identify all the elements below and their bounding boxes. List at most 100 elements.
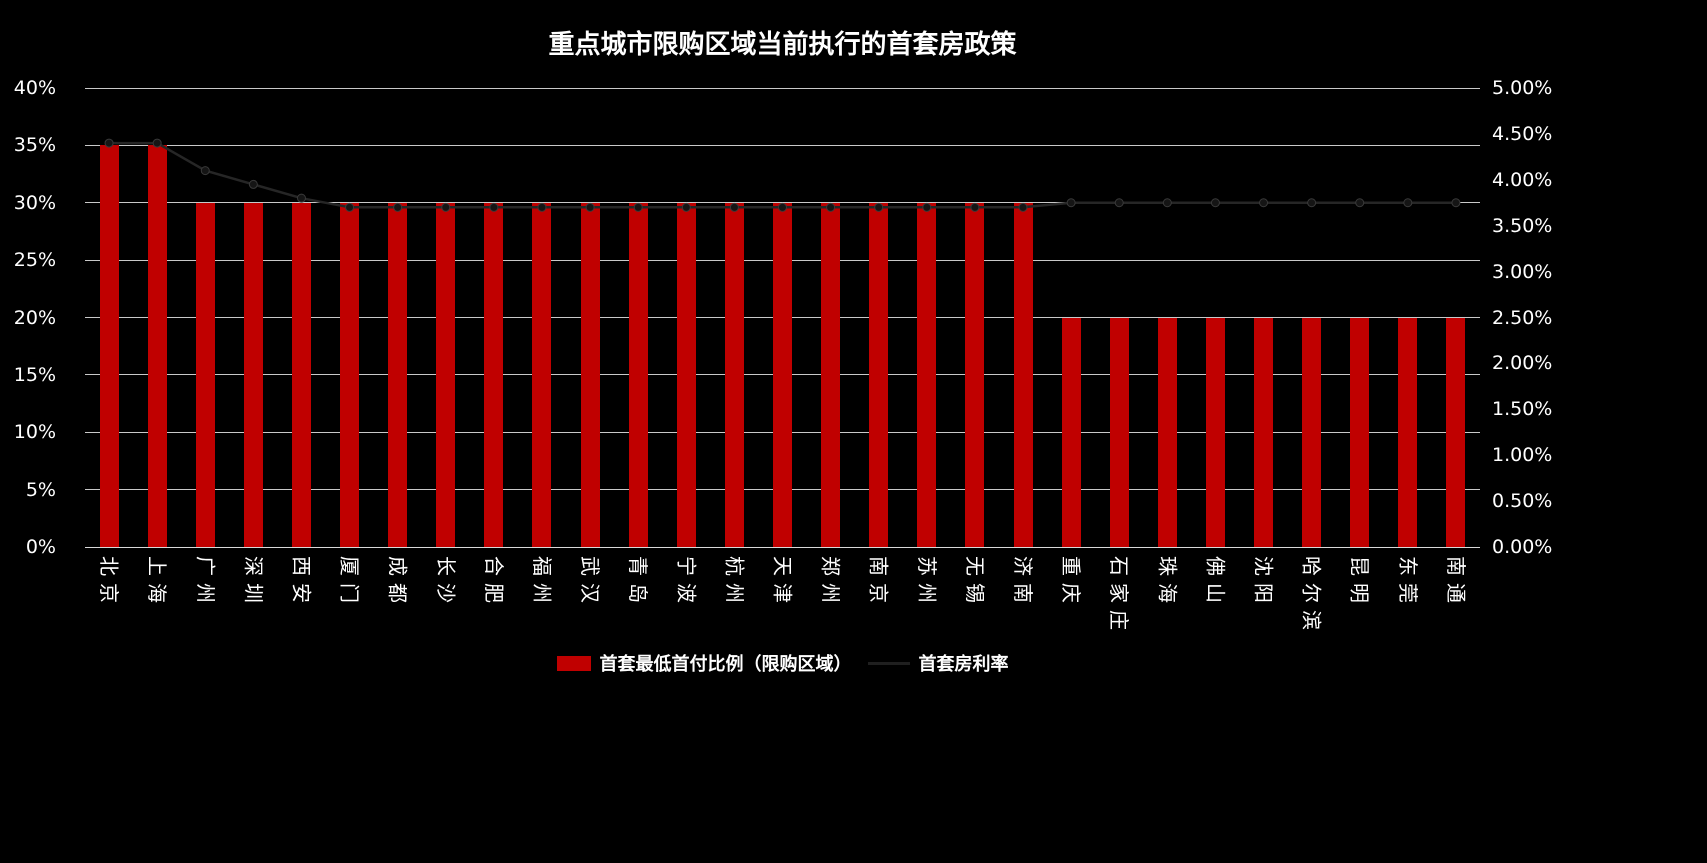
x-axis-label: 哈尔滨 [1299,556,1324,637]
bar [291,202,311,547]
x-axis-label: 郑州 [818,556,843,610]
bar [1350,317,1370,547]
x-axis-label: 昆明 [1347,556,1372,610]
rate-line-marker [1162,198,1172,208]
rate-line-marker [393,202,403,212]
rate-line-series [104,138,1461,212]
y-axis-tick-right: 4.00% [1492,168,1553,191]
x-axis-label: 福州 [529,556,554,610]
x-axis-label: 北京 [97,556,122,610]
rate-line-marker [152,138,162,148]
x-axis-label: 武汉 [578,556,603,610]
bar [1254,317,1274,547]
legend-label-downpayment: 首套最低首付比例（限购区域） [599,654,852,675]
y-axis-tick-right: 5.00% [1492,77,1553,99]
x-axis-label: 重庆 [1059,556,1084,610]
rate-line-marker [1403,198,1413,208]
y-axis-tick-left: 5% [25,478,56,501]
y-axis-tick-right: 0.00% [1492,536,1553,558]
bar [773,202,792,547]
bar [1205,317,1225,547]
bar [1061,317,1081,547]
rate-line-marker [874,202,884,212]
y-axis-tick-left: 15% [13,363,56,386]
y-axis-tick-right: 4.50% [1492,122,1553,145]
bar [724,202,744,547]
x-axis-label: 南京 [866,556,891,610]
bar [340,202,360,547]
bar [628,202,648,547]
y-axis-tick-left: 0% [25,536,56,558]
bar [436,202,456,547]
x-axis-label: 宁波 [674,556,699,610]
legend-item-rate: 首套房利率 [867,650,1009,676]
y-axis-left: 0% 5% 10% 15% 20% 25% 30% 35% 40% [0,77,56,558]
legend-label-rate: 首套房利率 [918,654,1009,675]
y-axis-tick-right: 0.50% [1492,490,1553,513]
rate-line-marker [729,202,739,212]
rate-line-marker [296,193,306,203]
bar [965,202,985,547]
x-axis-label: 石家庄 [1107,556,1132,637]
y-axis-right: 0.00% 0.50% 1.00% 1.50% 2.00% 2.50% 3.00% 3.50%… [1492,77,1582,558]
rate-line-marker [826,202,836,212]
x-axis-label: 上海 [145,556,170,610]
rate-line-marker [345,202,355,212]
rate-line-marker [633,202,643,212]
bar [243,202,263,547]
bar [147,145,167,547]
y-axis-tick-right: 2.00% [1492,352,1553,375]
rate-line-marker [1066,198,1076,208]
bar [99,145,119,547]
plot-area [85,87,1480,548]
x-axis-label: 青岛 [626,556,651,610]
rate-line-marker [489,202,499,212]
bar [195,202,215,547]
legend-bar-swatch [556,655,591,671]
rate-line-marker [441,202,451,212]
bar [532,202,552,547]
bar [580,202,600,547]
y-axis-tick-left: 25% [13,249,56,272]
x-axis-label: 深圳 [241,556,266,610]
x-axis-label: 天津 [770,556,795,610]
y-axis-tick-right: 1.50% [1492,398,1553,421]
gridline [85,87,1480,89]
bar [676,202,696,547]
rate-line-marker [778,202,787,212]
bar [1446,317,1466,547]
rate-line-marker [1355,198,1365,208]
x-axis-label: 西安 [289,556,314,610]
rate-line-marker [681,202,691,212]
legend-item-downpayment: 首套最低首付比例（限购区域） [556,650,852,676]
y-axis-tick-left: 40% [13,77,56,99]
bar [1109,317,1129,547]
y-axis-tick-left: 10% [13,421,56,444]
bar [484,202,504,547]
rate-line-marker [1259,198,1269,208]
x-axis-label: 济南 [1011,556,1036,610]
x-axis-label: 佛山 [1203,556,1228,610]
bar [1398,317,1418,547]
bar [1157,317,1177,547]
x-axis-label: 珠海 [1155,556,1180,610]
x-axis-label: 东莞 [1395,556,1420,610]
x-axis-label: 无锡 [962,556,987,610]
bar [821,202,841,547]
x-axis-label: 沈阳 [1251,556,1276,610]
y-axis-tick-left: 30% [13,191,56,214]
x-axis-label: 成都 [385,556,410,610]
rate-line-marker [1451,198,1461,208]
bar [1013,202,1033,547]
bar [388,202,408,547]
legend-line-swatch [867,661,910,665]
rate-line-marker [922,202,932,212]
rate-line-marker [248,179,258,189]
bar [917,202,937,547]
x-axis-label: 杭州 [722,556,747,610]
y-axis-tick-left: 20% [13,306,56,329]
x-axis-label: 长沙 [433,556,458,610]
x-axis-label: 广州 [193,556,218,610]
bar [1302,317,1322,547]
